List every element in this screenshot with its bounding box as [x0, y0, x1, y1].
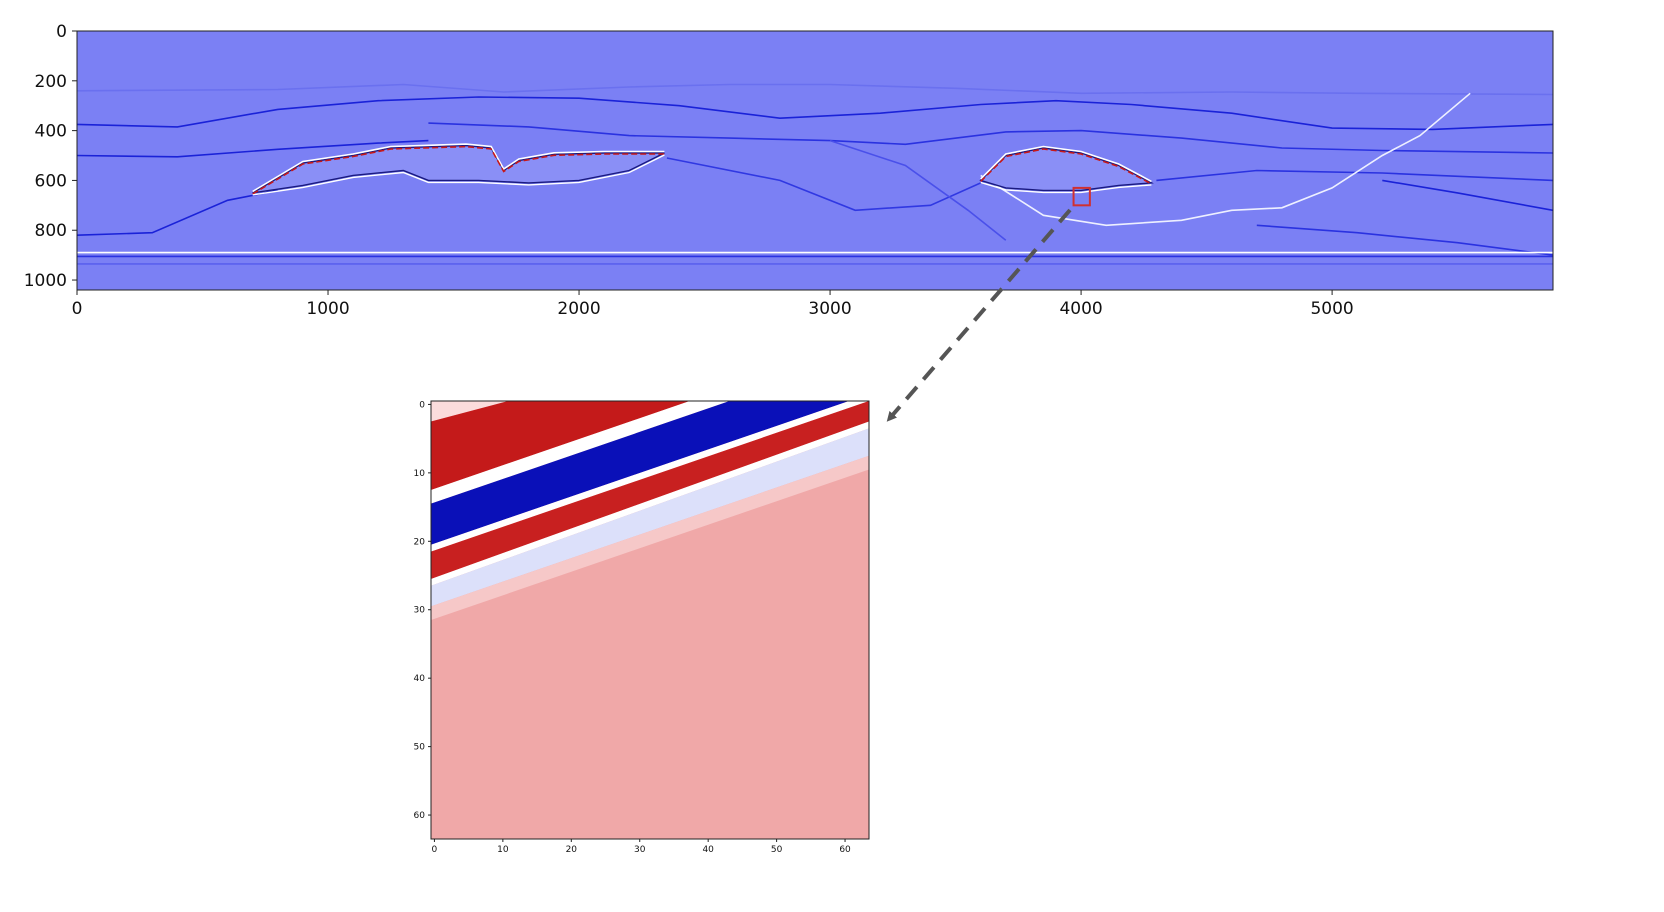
wave-band-3: [431, 401, 850, 545]
horizon-13: [829, 139, 1007, 241]
main-x-tick-label: 3000: [808, 299, 851, 319]
zoom-x-tick-label: 0: [432, 845, 438, 855]
wave-band-0: [431, 401, 509, 422]
zoom-x-tick-label: 30: [634, 845, 646, 855]
zoom-patch-y-axis: 0 10 20 30 40 50 60: [414, 400, 431, 821]
zoom-arrow: [886, 208, 1072, 422]
zoom-y-tick-label: 10: [414, 469, 426, 479]
salt-body-1: [979, 147, 1154, 192]
wave-band-1: [431, 401, 690, 490]
zoom-patch-plot: 0 10 20 30 40 50 60 0 10 20 30 40 50 60: [414, 400, 870, 855]
wave-band-6: [431, 421, 869, 586]
main-x-tick-label: 5000: [1310, 299, 1353, 319]
main-y-tick-label: 1000: [24, 271, 67, 291]
horizon-1: [77, 96, 1553, 131]
zoom-x-tick-label: 10: [497, 845, 509, 855]
wave-band-5: [431, 401, 869, 579]
zoom-x-tick-label: 50: [771, 845, 783, 855]
zoom-x-tick-label: 40: [702, 845, 714, 855]
zoom-y-tick-label: 0: [419, 400, 425, 410]
salt-top-red-1: [980, 148, 1152, 185]
main-x-axis: 0 1000 2000 3000 4000 5000: [72, 290, 1354, 319]
salt-top-white-1: [980, 145, 1152, 183]
main-plot-marks: [77, 83, 1553, 265]
horizon-7: [1256, 224, 1553, 256]
horizon-8: [77, 189, 278, 236]
horizon-2: [77, 139, 429, 158]
horizon-0: [77, 83, 1553, 96]
zoom-x-tick-label: 20: [566, 845, 578, 855]
salt-base-white-1: [980, 181, 1152, 194]
zoom-y-tick-label: 20: [414, 537, 426, 547]
horizon-12: [980, 92, 1471, 227]
zoom-y-tick-label: 30: [414, 606, 426, 616]
wave-band-2: [431, 401, 730, 504]
salt-body-0: [252, 144, 665, 194]
zoom-y-tick-label: 60: [414, 811, 426, 821]
main-y-axis: 0 200 400 600 800 1000: [24, 22, 77, 291]
zoom-patch-frame: [430, 400, 870, 840]
salt-top-red-0: [252, 145, 665, 195]
main-y-tick-label: 600: [35, 171, 67, 191]
zoom-patch-marks: [431, 401, 869, 620]
main-y-tick-label: 400: [35, 122, 67, 142]
horizon-5: [1156, 169, 1553, 182]
zoom-x-tick-label: 60: [839, 845, 851, 855]
zoom-patch-x-axis: 0 10 20 30 40 50 60: [432, 839, 851, 855]
wave-band-8: [431, 455, 869, 620]
salt-base-white-0: [252, 154, 665, 196]
main-y-tick-label: 800: [35, 221, 67, 241]
zoom-region-box: [1072, 186, 1091, 207]
horizon-3: [428, 122, 1553, 154]
wave-band-7: [431, 428, 869, 607]
main-x-tick-label: 1000: [306, 299, 349, 319]
zoom-y-tick-label: 40: [414, 674, 426, 684]
main-x-tick-label: 4000: [1059, 299, 1102, 319]
main-plot-background: [77, 31, 1553, 290]
main-y-tick-label: 0: [56, 22, 67, 42]
salt-top-white-0: [252, 143, 665, 193]
main-plot-frame: [76, 30, 1554, 291]
main-y-tick-label: 200: [35, 72, 67, 92]
zoom-y-tick-label: 50: [414, 743, 426, 753]
horizon-6: [1382, 179, 1553, 212]
main-x-tick-label: 2000: [557, 299, 600, 319]
main-x-tick-label: 0: [72, 299, 83, 319]
